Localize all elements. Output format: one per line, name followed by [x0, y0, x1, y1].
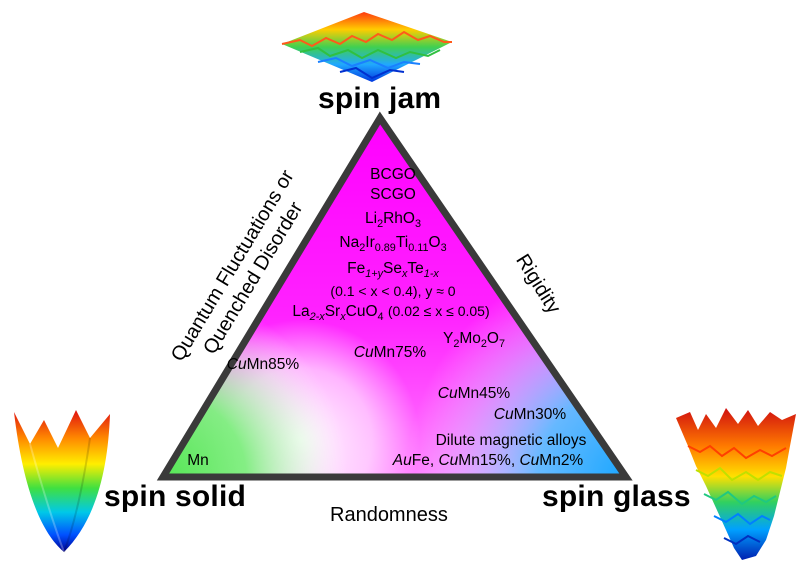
surface-plot-rugged-icon [676, 408, 796, 560]
material-dilute-alloys: Dilute magnetic alloys [435, 432, 587, 449]
corner-label-spin-jam: spin jam [318, 82, 442, 115]
material-cumn75: CuMn75% [353, 344, 427, 361]
material-bcgo: BCGO [370, 166, 416, 183]
material-na2ir: Na2Ir0.89Ti0.11O3 [339, 234, 447, 255]
material-mn: Mn [187, 452, 209, 469]
surface-plot-flat-icon [281, 12, 452, 82]
side-label-bottom: Randomness [330, 504, 448, 526]
material-fese: Fe1+ySexTe1-x [347, 260, 439, 281]
material-fese-condition: (0.1 < x < 0.4), y ≈ 0 [330, 283, 456, 299]
material-lsco: La2-xSrxCuO4 (0.02 ≤ x ≤ 0.05) [292, 303, 490, 324]
surface-plot-bowl-icon [14, 410, 110, 553]
corner-label-spin-solid: spin solid [104, 480, 247, 513]
material-cumn45: CuMn45% [437, 385, 511, 402]
material-alloys-list: AuFe, CuMn15%, CuMn2% [392, 452, 584, 469]
material-y2mo2o7: Y2Mo2O7 [442, 330, 506, 351]
triangle-border [156, 111, 633, 481]
material-li2rho3: Li2RhO3 [364, 210, 422, 231]
corner-label-spin-glass: spin glass [542, 480, 691, 513]
material-cumn85: CuMn85% [226, 356, 300, 373]
material-scgo: SCGO [370, 186, 416, 203]
material-cumn30: CuMn30% [493, 406, 567, 423]
